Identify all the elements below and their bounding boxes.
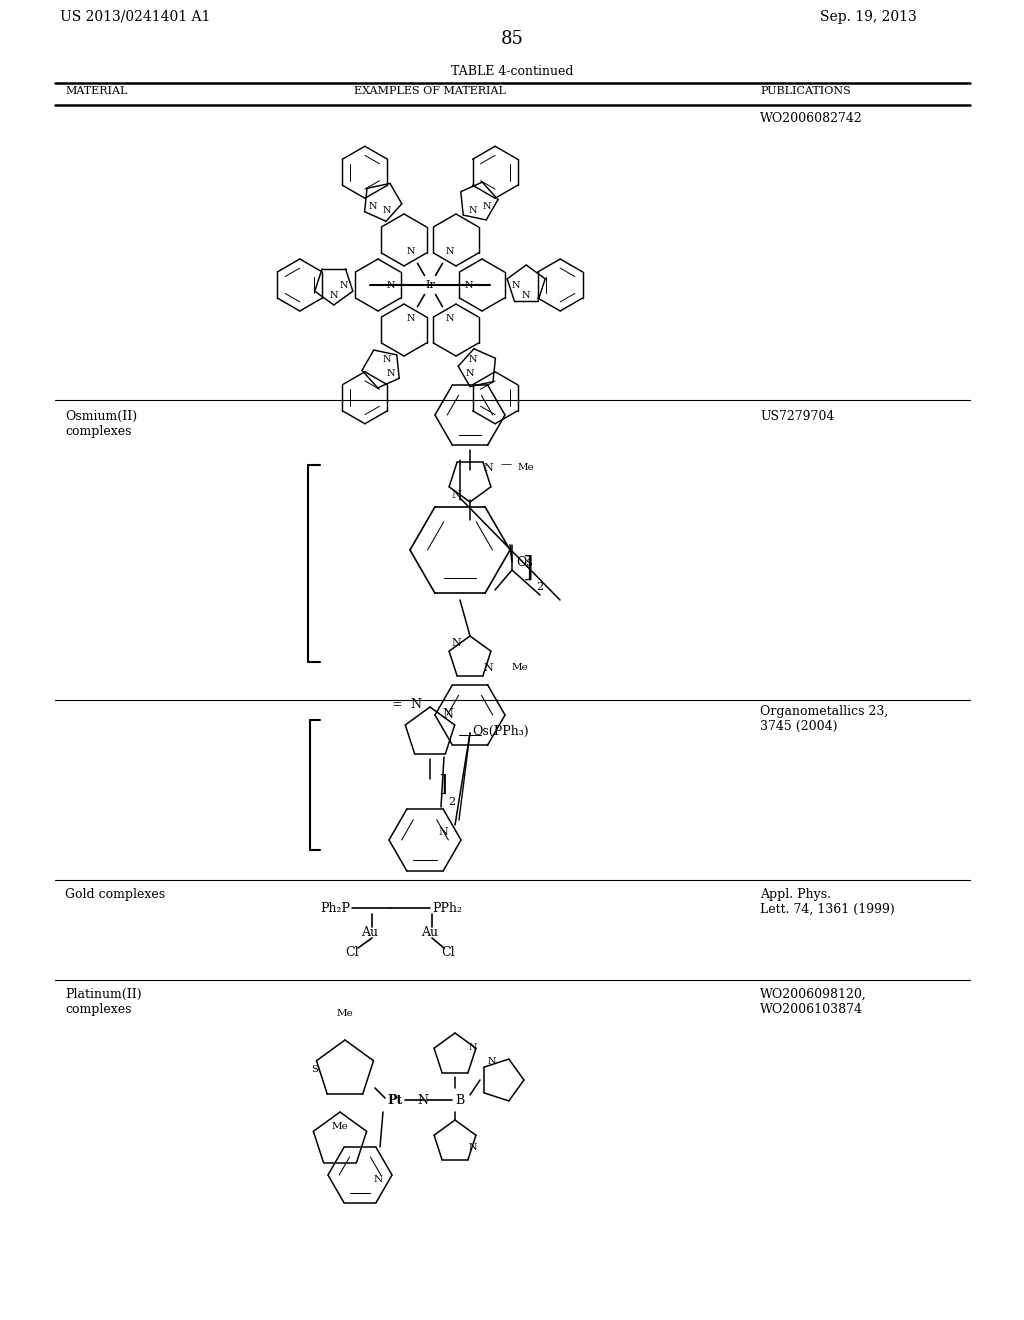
Text: Appl. Phys.
Lett. 74, 1361 (1999): Appl. Phys. Lett. 74, 1361 (1999) xyxy=(760,888,895,916)
Text: N: N xyxy=(469,206,477,215)
Text: N: N xyxy=(330,290,338,300)
Text: N: N xyxy=(445,247,454,256)
Text: ]: ] xyxy=(438,774,446,796)
Text: N: N xyxy=(465,281,473,289)
Text: Cl: Cl xyxy=(441,945,455,958)
Text: N: N xyxy=(483,463,493,473)
Text: WO2006082742: WO2006082742 xyxy=(760,112,863,125)
Text: N: N xyxy=(465,368,474,378)
Text: N: N xyxy=(452,638,461,648)
Text: US 2013/0241401 A1: US 2013/0241401 A1 xyxy=(60,11,210,24)
Text: N: N xyxy=(383,355,391,364)
Text: PPh₂: PPh₂ xyxy=(432,902,462,915)
Text: N: N xyxy=(445,314,454,323)
Text: Me: Me xyxy=(518,463,535,473)
Text: Ir: Ir xyxy=(425,280,435,290)
Text: 85: 85 xyxy=(501,30,523,48)
Text: Platinum(II)
complexes: Platinum(II) complexes xyxy=(65,987,141,1016)
Text: N: N xyxy=(487,1057,497,1067)
Text: Sep. 19, 2013: Sep. 19, 2013 xyxy=(820,11,916,24)
Text: N: N xyxy=(469,1143,477,1151)
Text: N: N xyxy=(386,368,395,378)
Text: Gold complexes: Gold complexes xyxy=(65,888,165,902)
Text: N: N xyxy=(374,1176,383,1184)
Text: B: B xyxy=(456,1093,465,1106)
Text: Os(PPh₃): Os(PPh₃) xyxy=(472,725,528,738)
Text: Cl: Cl xyxy=(345,945,358,958)
Text: PUBLICATIONS: PUBLICATIONS xyxy=(760,86,851,96)
Text: ]: ] xyxy=(523,554,534,582)
Text: Osmium(II)
complexes: Osmium(II) complexes xyxy=(65,411,137,438)
Text: Me: Me xyxy=(332,1122,348,1131)
Text: N: N xyxy=(438,828,447,837)
Text: N: N xyxy=(469,355,477,364)
Text: N: N xyxy=(417,1093,428,1106)
Text: MATERIAL: MATERIAL xyxy=(65,86,127,96)
Text: S: S xyxy=(311,1065,318,1074)
Text: Me: Me xyxy=(337,1008,353,1018)
Text: N: N xyxy=(522,290,530,300)
Text: 2: 2 xyxy=(449,797,455,807)
Text: N: N xyxy=(512,281,520,289)
Text: WO2006098120,
WO2006103874: WO2006098120, WO2006103874 xyxy=(760,987,866,1016)
Text: Au: Au xyxy=(361,925,379,939)
Text: TABLE 4-continued: TABLE 4-continued xyxy=(451,65,573,78)
Text: N: N xyxy=(383,206,391,215)
Text: 2: 2 xyxy=(536,582,543,591)
Text: N: N xyxy=(442,709,454,722)
Text: N: N xyxy=(411,698,422,711)
Text: Au: Au xyxy=(422,925,438,939)
Text: N: N xyxy=(340,281,348,289)
Text: Os: Os xyxy=(517,556,534,569)
Text: US7279704: US7279704 xyxy=(760,411,835,422)
Text: Ph₂P: Ph₂P xyxy=(319,902,350,915)
Text: N: N xyxy=(469,1043,477,1052)
Text: N: N xyxy=(387,281,395,289)
Text: EXAMPLES OF MATERIAL: EXAMPLES OF MATERIAL xyxy=(354,86,506,96)
Text: =: = xyxy=(391,698,402,711)
Text: Me: Me xyxy=(512,664,528,672)
Text: N: N xyxy=(452,490,461,500)
Text: —: — xyxy=(501,459,512,469)
Text: Organometallics 23,
3745 (2004): Organometallics 23, 3745 (2004) xyxy=(760,705,888,733)
Text: N: N xyxy=(369,202,378,211)
Text: N: N xyxy=(482,202,492,211)
Text: N: N xyxy=(407,247,415,256)
Text: Pt: Pt xyxy=(387,1093,402,1106)
Text: N: N xyxy=(483,663,493,673)
Text: N: N xyxy=(407,314,415,323)
